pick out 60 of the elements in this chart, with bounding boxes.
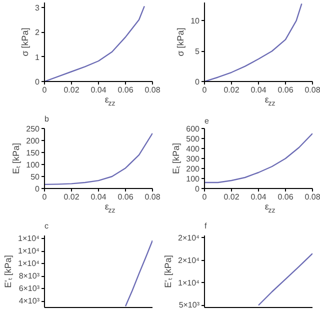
x-tick-label: 0.02 <box>224 192 240 202</box>
x-tick-label: 0.04 <box>90 192 107 202</box>
x-tick-label: 0.06 <box>118 86 134 94</box>
y-tick-label: 50 <box>30 172 40 182</box>
y-axis-title: Eₜ [kPa] <box>11 142 22 174</box>
x-tick-label: 0.04 <box>90 86 107 94</box>
y-tick-label: 1 <box>35 52 40 62</box>
chart-title: c <box>44 222 48 230</box>
y-tick-label: 0 <box>35 184 40 194</box>
y-tick-label: 1×10⁴ <box>178 278 200 288</box>
y-tick-label: 300 <box>186 154 200 164</box>
x-tick-label: 0.08 <box>144 86 161 94</box>
chart-title: f <box>204 222 208 230</box>
y-tick-label: 0 <box>35 78 40 86</box>
y-tick-label: 2 <box>35 28 40 38</box>
y-tick-label: 200 <box>26 136 40 146</box>
x-tick-label: 0.08 <box>304 86 320 94</box>
x-tick-label: 0.06 <box>278 86 294 94</box>
x-tick-label: 0.06 <box>118 192 134 202</box>
y-tick-label: 4×10³ <box>18 296 40 306</box>
y-tick-label: 10 <box>190 16 200 26</box>
y-tick-label: 2×10⁴ <box>178 233 200 242</box>
y-tick-label: 250 <box>26 124 40 134</box>
y-tick-label: 1×10⁴ <box>18 234 40 244</box>
y-tick-label: 100 <box>186 174 200 184</box>
x-tick-label: 0.08 <box>144 192 161 202</box>
y-tick-label: 100 <box>26 160 40 170</box>
y-tick-label: 5×10³ <box>178 300 200 310</box>
x-tick-label: 0.02 <box>64 192 80 202</box>
chart-title: b <box>44 114 50 124</box>
x-tick-label: 0 <box>42 192 48 202</box>
y-tick-label: 6×10³ <box>18 284 40 294</box>
x-tick-label: 0.02 <box>224 86 240 94</box>
y-tick-label: 8×10³ <box>18 272 40 281</box>
y-tick-label: 2×10⁴ <box>178 256 200 265</box>
y-tick-label: 500 <box>186 134 200 144</box>
y-tick-label: 5 <box>195 47 200 56</box>
x-tick-label: 0 <box>42 86 48 94</box>
y-tick-label: 400 <box>186 144 200 154</box>
x-tick-label: 0.04 <box>250 86 267 94</box>
x-tick-label: 0.08 <box>304 192 320 202</box>
y-axis-title: σ [kPa] <box>176 28 186 56</box>
y-tick-label: 150 <box>26 148 40 158</box>
y-axis-title: E'ₜ [kPa] <box>163 255 174 288</box>
y-tick-label: 0 <box>195 78 200 86</box>
x-tick-label: 0.06 <box>278 192 294 202</box>
x-tick-label: 0.04 <box>250 192 267 202</box>
x-tick-label: 0.02 <box>64 86 80 94</box>
y-axis-title: Eₜ [kPa] <box>171 142 182 174</box>
y-axis-title: E'ₜ [kPa] <box>3 255 14 288</box>
y-tick-label: 600 <box>186 124 200 134</box>
x-tick-label: 0 <box>202 86 208 94</box>
y-tick-label: 0 <box>195 184 200 194</box>
y-tick-label: 1×10⁴ <box>18 259 40 268</box>
y-tick-label: 200 <box>186 164 200 174</box>
y-tick-label: 1×10⁴ <box>18 246 40 256</box>
y-axis-title: σ [kPa] <box>20 28 30 56</box>
chart-title: e <box>204 116 210 126</box>
x-tick-label: 0 <box>202 192 208 202</box>
y-tick-label: 3 <box>35 3 40 12</box>
